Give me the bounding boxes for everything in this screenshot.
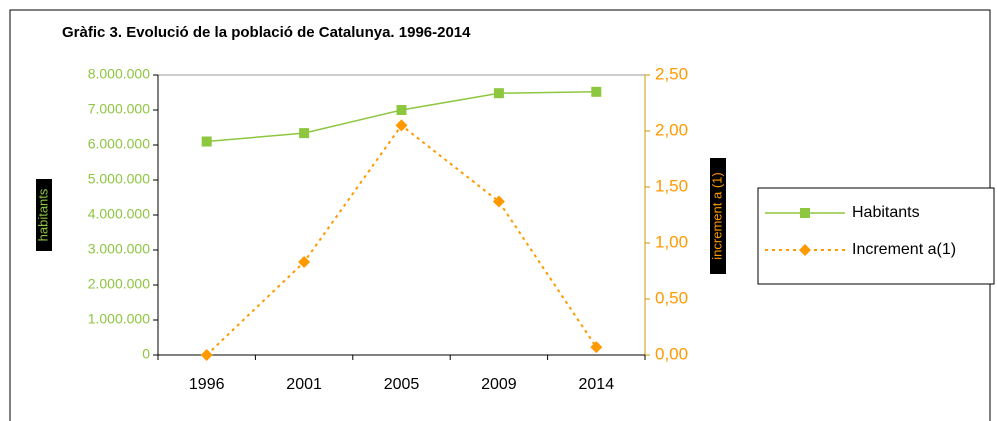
legend-box — [757, 187, 995, 285]
y2-tick-label: 0,50 — [655, 288, 688, 307]
x-tick-label: 1996 — [189, 376, 225, 393]
x-tick-label: 2014 — [579, 376, 615, 393]
point — [395, 119, 408, 132]
legend-marker — [799, 244, 811, 256]
y2-tick-label: 2,50 — [655, 64, 688, 83]
y-tick-label: 0 — [142, 346, 150, 362]
y2-tick-label: 1,00 — [655, 232, 688, 251]
chart-title: Gràfic 3. Evolució de la població de Cat… — [62, 24, 471, 41]
y2-tick-label: 1,50 — [655, 176, 688, 195]
y2-tick-label: 2,00 — [655, 120, 688, 139]
y-axis-label: habitants — [35, 188, 50, 241]
y-tick-label: 1.000.000 — [88, 311, 150, 327]
y-tick-label: 8.000.000 — [88, 66, 150, 82]
y-tick-label: 2.000.000 — [88, 276, 150, 292]
y-tick-label: 5.000.000 — [88, 171, 150, 187]
y2-tick-label: 0,00 — [655, 344, 688, 363]
y-label-bg — [36, 179, 52, 251]
point — [201, 136, 212, 147]
x-tick-label: 2005 — [384, 376, 420, 393]
point — [493, 88, 504, 99]
legend-marker — [800, 208, 810, 218]
y-tick-label: 4.000.000 — [88, 206, 150, 222]
y2-label-bg — [710, 158, 726, 274]
legend-label: Habitants — [852, 204, 920, 221]
legend-label: Increment a(1) — [852, 241, 956, 258]
y-tick-label: 6.000.000 — [88, 136, 150, 152]
y-tick-label: 7.000.000 — [88, 101, 150, 117]
point — [396, 105, 407, 115]
x-tick-label: 2001 — [286, 376, 322, 393]
point — [591, 86, 602, 97]
point — [299, 128, 310, 139]
point — [492, 195, 505, 208]
y-tick-label: 3.000.000 — [88, 241, 150, 257]
point — [200, 349, 213, 361]
y2-axis-label: increment a (1) — [709, 172, 724, 259]
x-tick-label: 2009 — [481, 376, 517, 393]
point — [590, 341, 603, 354]
point — [298, 256, 311, 269]
